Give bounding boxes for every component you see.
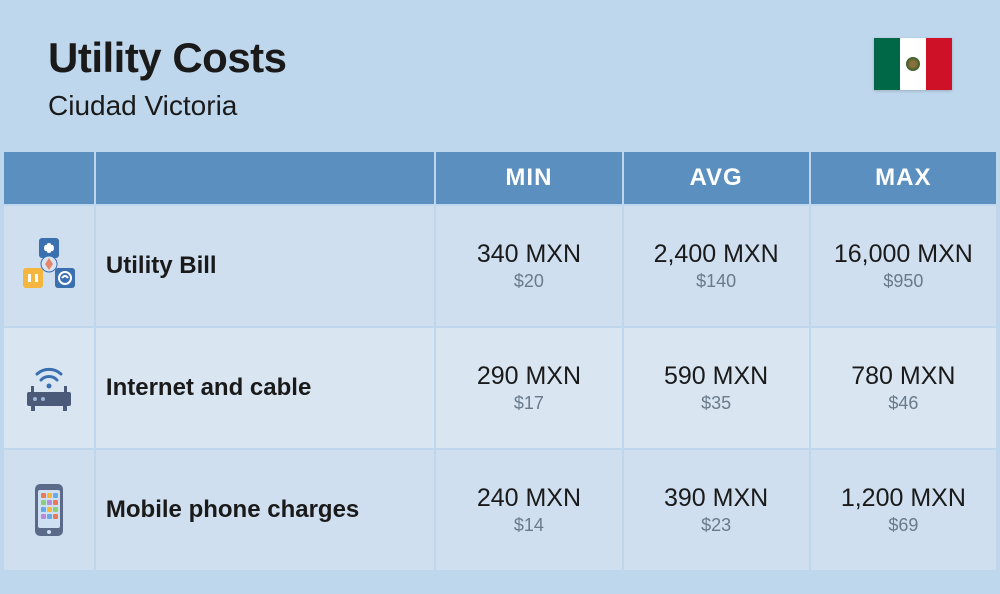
title-block: Utility Costs Ciudad Victoria xyxy=(48,34,287,122)
utility-costs-table: MIN AVG MAX xyxy=(0,150,1000,572)
value-usd: $35 xyxy=(624,393,809,414)
value-mxn: 16,000 MXN xyxy=(811,240,996,269)
value-mxn: 240 MXN xyxy=(436,484,621,513)
cell-min: 340 MXN $20 xyxy=(436,206,621,326)
page-subtitle: Ciudad Victoria xyxy=(48,90,287,122)
header-max: MAX xyxy=(811,152,996,204)
table-row: Internet and cable 290 MXN $17 590 MXN $… xyxy=(4,328,996,448)
utility-plugs-icon xyxy=(4,206,94,326)
value-mxn: 780 MXN xyxy=(811,362,996,391)
header: Utility Costs Ciudad Victoria xyxy=(0,0,1000,150)
cell-min: 240 MXN $14 xyxy=(436,450,621,570)
cell-avg: 590 MXN $35 xyxy=(624,328,809,448)
value-mxn: 2,400 MXN xyxy=(624,240,809,269)
header-min: MIN xyxy=(436,152,621,204)
value-usd: $46 xyxy=(811,393,996,414)
cell-avg: 2,400 MXN $140 xyxy=(624,206,809,326)
mexico-flag-icon xyxy=(874,38,952,90)
cell-max: 16,000 MXN $950 xyxy=(811,206,996,326)
value-usd: $17 xyxy=(436,393,621,414)
table-row: Mobile phone charges 240 MXN $14 390 MXN… xyxy=(4,450,996,570)
cell-avg: 390 MXN $23 xyxy=(624,450,809,570)
value-mxn: 390 MXN xyxy=(624,484,809,513)
table-header-row: MIN AVG MAX xyxy=(4,152,996,204)
header-blank-icon xyxy=(4,152,94,204)
value-mxn: 590 MXN xyxy=(624,362,809,391)
value-mxn: 290 MXN xyxy=(436,362,621,391)
router-wifi-icon xyxy=(4,328,94,448)
cell-min: 290 MXN $17 xyxy=(436,328,621,448)
value-usd: $20 xyxy=(436,271,621,292)
header-avg: AVG xyxy=(624,152,809,204)
header-blank-label xyxy=(96,152,434,204)
value-mxn: 340 MXN xyxy=(436,240,621,269)
value-usd: $140 xyxy=(624,271,809,292)
row-label: Utility Bill xyxy=(96,206,434,326)
page-title: Utility Costs xyxy=(48,34,287,82)
cell-max: 780 MXN $46 xyxy=(811,328,996,448)
value-mxn: 1,200 MXN xyxy=(811,484,996,513)
cell-max: 1,200 MXN $69 xyxy=(811,450,996,570)
row-label: Mobile phone charges xyxy=(96,450,434,570)
table-row: Utility Bill 340 MXN $20 2,400 MXN $140 … xyxy=(4,206,996,326)
value-usd: $950 xyxy=(811,271,996,292)
smartphone-icon xyxy=(4,450,94,570)
value-usd: $69 xyxy=(811,515,996,536)
value-usd: $23 xyxy=(624,515,809,536)
row-label: Internet and cable xyxy=(96,328,434,448)
value-usd: $14 xyxy=(436,515,621,536)
